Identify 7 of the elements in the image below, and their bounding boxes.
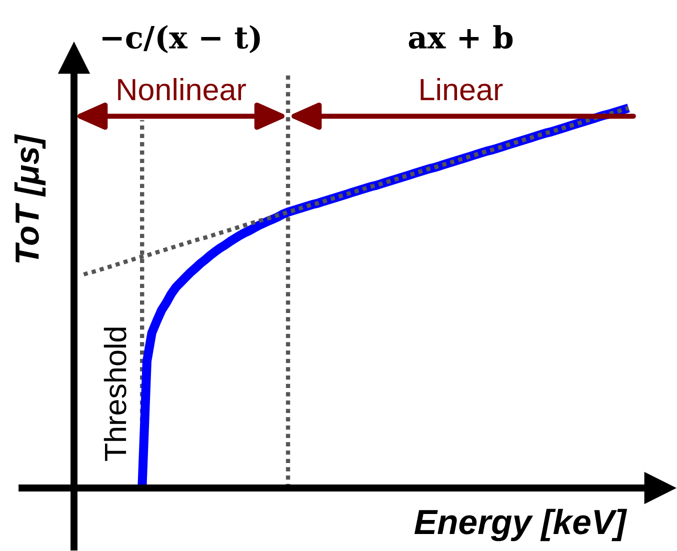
text: ax + b <box>408 25 513 49</box>
text: Linear <box>420 78 503 100</box>
x-axis-title: Energy [keV] <box>414 508 628 542</box>
y-axis-title: ToT [μs] <box>14 134 46 263</box>
annotation: Threshold <box>104 328 126 461</box>
text: Nonlinear <box>118 78 246 100</box>
text: −c/(x − t) <box>102 25 260 54</box>
